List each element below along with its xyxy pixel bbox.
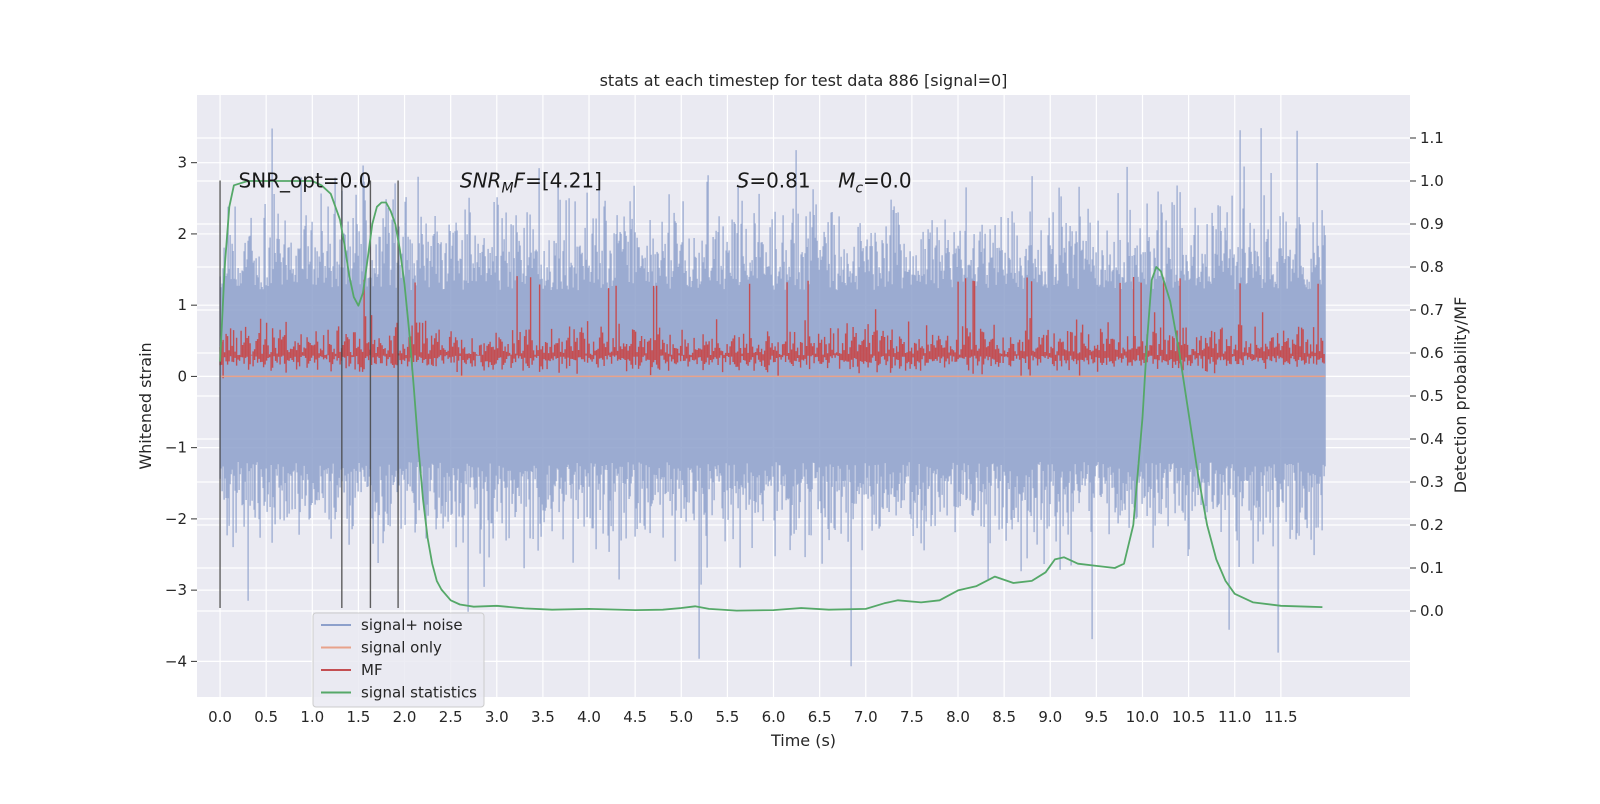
x-tick-label: 2.5 <box>439 708 463 726</box>
y-right-tick-label: 0.6 <box>1420 344 1444 362</box>
y-right-tick-label: 0.3 <box>1420 473 1444 491</box>
y-axis-label: Whitened strain <box>136 342 155 469</box>
x-tick-label: 4.5 <box>623 708 647 726</box>
y-right-tick-label: 0.2 <box>1420 516 1444 534</box>
y-right-tick-label: 0.8 <box>1420 258 1444 276</box>
y-axis-ticks: −4 −3 −2 −1 0 1 2 3 <box>165 154 197 670</box>
legend-label: signal statistics <box>361 684 477 702</box>
x-tick-label: 7.5 <box>900 708 924 726</box>
y-right-tick-label: 0.5 <box>1420 387 1444 405</box>
x-tick-label: 10.0 <box>1126 708 1159 726</box>
legend-label: signal+ noise <box>361 616 463 634</box>
y-tick-label: −3 <box>165 581 187 599</box>
x-tick-label: 5.0 <box>669 708 693 726</box>
x-tick-label: 9.5 <box>1084 708 1108 726</box>
annotation: SNR_opt=0.0 <box>239 168 372 192</box>
x-tick-label: 4.0 <box>577 708 601 726</box>
y-right-axis-label: Detection probability/MF <box>1451 297 1470 494</box>
x-tick-label: 2.0 <box>393 708 417 726</box>
x-axis-label: Time (s) <box>770 731 836 750</box>
y-tick-label: −1 <box>165 439 187 457</box>
legend-box <box>312 612 485 708</box>
y-right-tick-label: 0.4 <box>1420 430 1444 448</box>
x-tick-label: 8.5 <box>992 708 1016 726</box>
annotation: S=0.81 <box>737 168 811 192</box>
x-tick-label: 5.5 <box>715 708 739 726</box>
y-tick-label: 1 <box>177 296 187 314</box>
signal-statistics-line <box>219 180 1323 612</box>
series-signal-statistics <box>219 180 1323 612</box>
x-tick-label: 11.5 <box>1264 708 1297 726</box>
y-right-tick-label: 0.9 <box>1420 215 1444 233</box>
y-tick-label: 3 <box>177 154 187 172</box>
x-tick-label: 7.0 <box>854 708 878 726</box>
y-tick-label: −4 <box>165 652 187 670</box>
annotation: Mc=0.0 <box>838 168 912 196</box>
x-tick-label: 6.0 <box>762 708 786 726</box>
x-tick-label: 3.0 <box>485 708 509 726</box>
y-right-tick-label: 0.1 <box>1420 559 1444 577</box>
y-right-axis-ticks: 0.0 0.1 0.2 0.3 0.4 0.5 0.6 0.7 0.8 0.9 1.0 1.1 <box>1410 129 1444 620</box>
legend: signal+ noise signal only MF signal statist… <box>312 612 485 708</box>
annotation: SNRMF=[4.21] <box>460 168 602 196</box>
x-tick-label: 9.0 <box>1038 708 1062 726</box>
legend-label: signal only <box>361 639 442 657</box>
y-right-tick-label: 0.7 <box>1420 301 1444 319</box>
x-tick-label: 6.5 <box>808 708 832 726</box>
x-tick-label: 8.0 <box>946 708 970 726</box>
chart-title: stats at each timestep for test data 886… <box>600 71 1008 90</box>
x-tick-label: 1.0 <box>300 708 324 726</box>
annotations: SNR_opt=0.0 SNRMF=[4.21] S=0.81 Mc=0.0 <box>239 168 912 196</box>
y-right-tick-label: 0.0 <box>1420 602 1444 620</box>
x-tick-label: 3.5 <box>531 708 555 726</box>
x-tick-label: 0.5 <box>254 708 278 726</box>
x-tick-label: 10.5 <box>1172 708 1205 726</box>
x-tick-label: 0.0 <box>208 708 232 726</box>
y-right-tick-label: 1.1 <box>1420 129 1444 147</box>
y-tick-label: 2 <box>177 225 187 243</box>
legend-label: MF <box>361 661 383 679</box>
y-right-tick-label: 1.0 <box>1420 172 1444 190</box>
x-tick-label: 11.0 <box>1218 708 1251 726</box>
vertical-markers <box>219 180 399 608</box>
y-tick-label: 0 <box>177 367 187 385</box>
x-axis-ticks: 0.0 0.5 1.0 1.5 2.0 2.5 3.0 3.5 4.0 4.5 5.0 5.5 6.0 6… <box>208 708 1297 726</box>
y-tick-label: −2 <box>165 510 187 528</box>
x-tick-label: 1.5 <box>346 708 370 726</box>
